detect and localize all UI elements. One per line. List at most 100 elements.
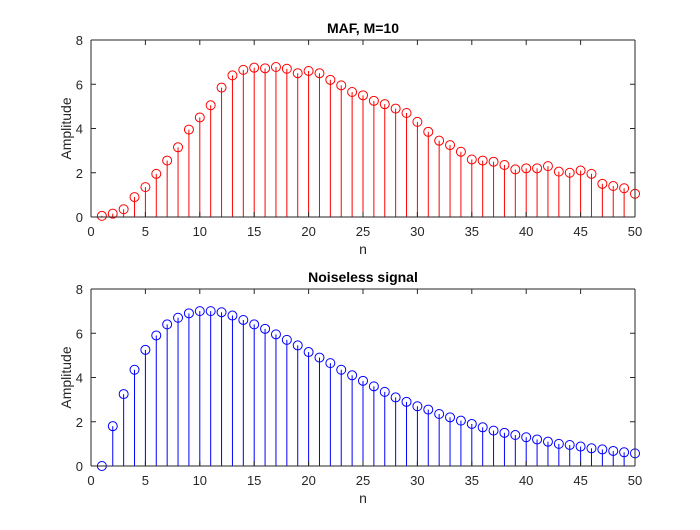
y-tick-label: 6 xyxy=(76,326,83,341)
x-tick-label: 0 xyxy=(87,473,94,488)
stem-marker xyxy=(379,99,390,110)
stem-marker xyxy=(619,183,630,194)
stem-marker xyxy=(521,432,532,443)
stem-marker xyxy=(205,306,216,317)
stem-marker xyxy=(325,74,336,85)
stem-marker xyxy=(532,434,543,445)
chart-title: MAF, M=10 xyxy=(327,20,399,36)
x-axis-label: n xyxy=(359,241,367,257)
stem-marker xyxy=(336,364,347,375)
x-tick-label: 15 xyxy=(247,224,261,239)
stem-marker xyxy=(173,142,184,153)
stem-marker xyxy=(173,312,184,323)
x-tick-label: 5 xyxy=(142,224,149,239)
stem-marker xyxy=(390,103,401,114)
x-tick-label: 40 xyxy=(519,224,533,239)
stem-marker xyxy=(542,161,553,172)
stem-marker xyxy=(466,154,477,165)
y-axis-label: Amplitude xyxy=(58,346,74,408)
x-tick-label: 50 xyxy=(628,224,642,239)
stem-marker xyxy=(270,329,281,340)
stem-marker xyxy=(358,375,368,386)
stem-marker xyxy=(575,441,586,452)
stem-marker xyxy=(619,447,630,458)
y-tick-label: 4 xyxy=(76,122,83,137)
y-axis-label: Amplitude xyxy=(58,97,74,159)
stem-marker xyxy=(347,86,358,97)
y-tick-label: 2 xyxy=(76,415,83,430)
subplot-2: 0 5 10 15 20 25 30 35 40 45 50 0 2 4 6 8 Noiseless signa… xyxy=(58,269,642,506)
stem-marker xyxy=(401,396,412,407)
y-tick-label: 8 xyxy=(76,282,83,297)
stem-marker xyxy=(216,82,227,93)
data-series xyxy=(96,306,640,471)
stem-marker xyxy=(281,334,292,345)
stem-marker xyxy=(412,401,423,412)
x-tick-label: 35 xyxy=(465,473,479,488)
y-tick-label: 8 xyxy=(76,33,83,48)
stem-marker xyxy=(303,347,314,358)
stem-marker xyxy=(162,319,173,330)
stem-marker xyxy=(575,165,586,176)
x-tick-label: 25 xyxy=(356,473,370,488)
stem-marker xyxy=(260,63,271,74)
stem-marker xyxy=(205,100,216,111)
stem-marker xyxy=(553,438,564,449)
stem-marker xyxy=(303,65,314,76)
stem-marker xyxy=(118,204,129,215)
stem-marker xyxy=(183,124,194,135)
x-tick-label: 45 xyxy=(573,224,587,239)
stem-marker xyxy=(227,310,238,321)
stem-marker xyxy=(238,314,249,325)
stem-marker xyxy=(553,166,564,177)
stem-marker xyxy=(227,70,238,81)
stem-marker xyxy=(140,344,151,355)
stem-marker xyxy=(129,192,140,203)
x-tick-label: 15 xyxy=(247,473,261,488)
stem-marker xyxy=(434,135,445,146)
stem-marker xyxy=(423,126,434,137)
x-tick-label: 10 xyxy=(193,224,207,239)
stem-marker xyxy=(118,389,129,400)
y-tick-label: 6 xyxy=(76,77,83,92)
stem-marker xyxy=(325,358,336,369)
stem-marker xyxy=(488,156,499,167)
stem-marker xyxy=(107,421,118,432)
stem-marker xyxy=(390,392,401,403)
stem-marker xyxy=(368,381,379,392)
stem-marker xyxy=(608,445,619,456)
stem-marker xyxy=(347,370,358,381)
stem-marker xyxy=(564,439,575,450)
stem-marker xyxy=(510,164,521,175)
stem-marker xyxy=(423,404,434,415)
x-tick-label: 45 xyxy=(573,473,587,488)
stem-marker xyxy=(249,62,260,73)
stem-marker xyxy=(368,95,379,106)
stem-marker xyxy=(521,163,532,174)
stem-marker xyxy=(510,430,521,441)
stem-marker xyxy=(412,116,423,127)
stem-marker xyxy=(336,80,347,91)
stem-marker xyxy=(151,168,162,179)
stem-marker xyxy=(249,319,260,330)
axes-frame xyxy=(90,39,636,218)
x-tick-label: 40 xyxy=(519,473,533,488)
x-tick-label: 5 xyxy=(142,473,149,488)
stem-marker xyxy=(194,306,205,317)
x-tick-label: 50 xyxy=(628,473,642,488)
stem-marker xyxy=(379,386,390,397)
stem-marker xyxy=(597,178,608,189)
stem-marker xyxy=(183,308,194,319)
y-tick-label: 0 xyxy=(76,210,83,225)
y-tick-label: 2 xyxy=(76,166,83,181)
axes-frame xyxy=(90,288,636,467)
subplot-1: 0 5 10 15 20 25 30 35 40 45 50 0 2 4 6 8 MAF, M=10 n Ampli… xyxy=(58,20,642,257)
stem-marker xyxy=(586,168,597,179)
stem-marker xyxy=(314,352,325,363)
stem-marker xyxy=(194,112,205,123)
stem-marker xyxy=(129,364,140,375)
stem-marker xyxy=(608,181,619,192)
stem-marker xyxy=(314,68,325,79)
x-tick-label: 30 xyxy=(410,473,424,488)
